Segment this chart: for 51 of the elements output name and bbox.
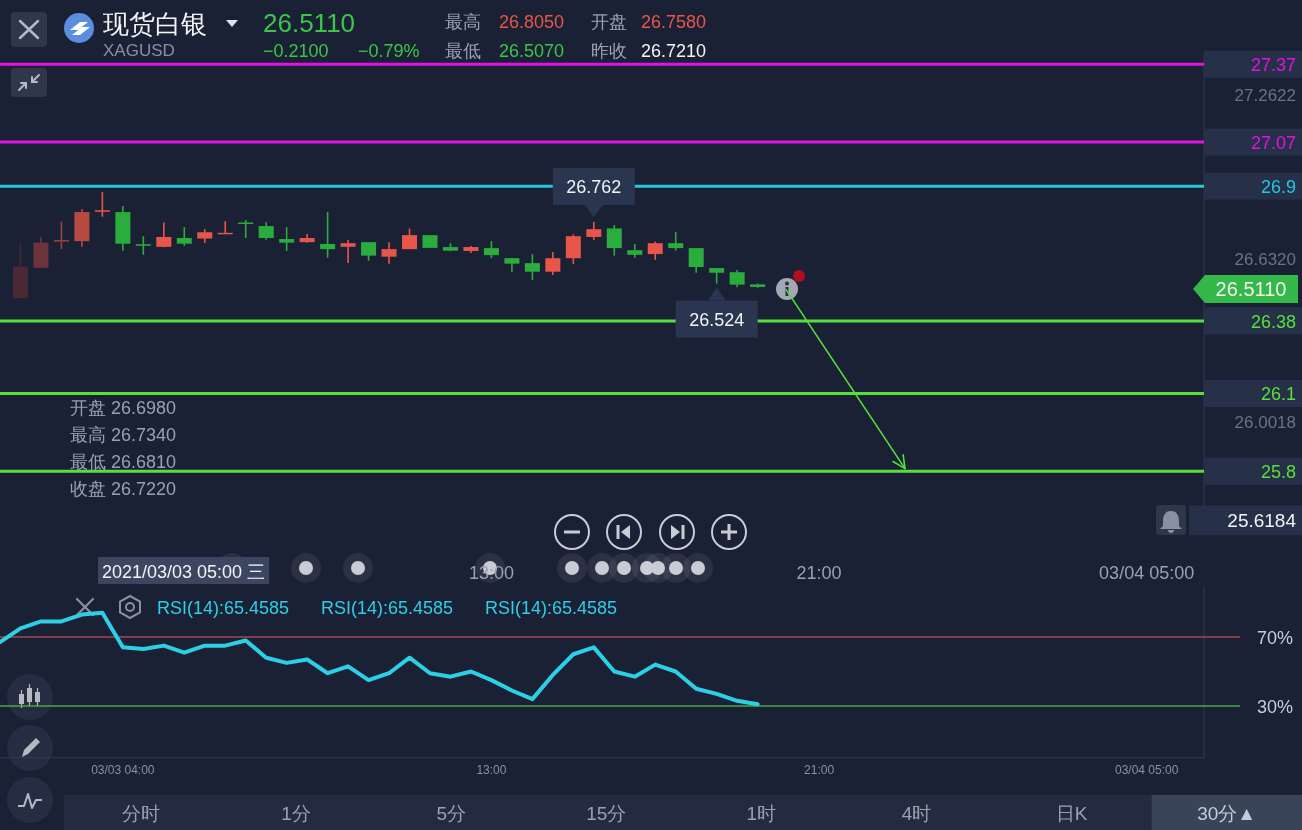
x-tick-label: 13:00 bbox=[468, 563, 514, 583]
text: 1时 bbox=[746, 803, 777, 824]
annotation: 26.5070 bbox=[499, 41, 565, 61]
text: 26.7580 bbox=[641, 12, 707, 32]
text: 30分▲ bbox=[1197, 803, 1257, 824]
ref-line-label: 25.8 bbox=[1260, 462, 1296, 483]
y-tick-label: 30% bbox=[1256, 697, 1293, 717]
y-tick-label: 26.6320 bbox=[1234, 249, 1296, 269]
text: 26.5110 bbox=[1215, 277, 1287, 300]
annotation: 最低 26.6810 bbox=[70, 452, 177, 472]
annotation: 26.762 bbox=[566, 176, 622, 197]
text: 5分 bbox=[436, 803, 466, 824]
text: 26.5110 bbox=[263, 8, 356, 38]
text: 日K bbox=[1055, 803, 1088, 824]
x-tick-label: 03/03 04:00 bbox=[91, 763, 155, 777]
text: 现货白银 bbox=[103, 9, 207, 39]
text: 1分 bbox=[281, 803, 311, 824]
x-tick-label: 13:00 bbox=[476, 763, 507, 777]
text: 分时 bbox=[122, 803, 160, 824]
text: 26.8050 bbox=[499, 12, 565, 32]
x-tick-label: 03/04 05:00 bbox=[1114, 763, 1179, 777]
text: 15分 bbox=[586, 803, 627, 824]
y-tick-label: 25.6184 bbox=[1227, 510, 1297, 532]
ref-line-label: 26.38 bbox=[1250, 311, 1296, 332]
x-tick-label: 21:00 bbox=[804, 763, 835, 777]
annotation: 开盘 26.6980 bbox=[70, 398, 177, 418]
annotation: RSI(14):65.4585 bbox=[157, 598, 290, 618]
text: 2021/03/03 05:00 三 bbox=[102, 562, 266, 582]
annotation: 26.524 bbox=[689, 309, 745, 330]
y-tick-label: 26.0018 bbox=[1234, 412, 1296, 432]
annotation: −0.2100 bbox=[263, 41, 329, 61]
ref-line-label: 27.07 bbox=[1250, 133, 1296, 154]
y-tick-label: 70% bbox=[1256, 628, 1293, 648]
annotation: 最低 bbox=[445, 41, 481, 61]
ref-line-label: 27.37 bbox=[1250, 55, 1296, 76]
annotation: 昨收 bbox=[591, 41, 627, 61]
annotation: RSI(14):65.4585 bbox=[321, 598, 454, 618]
text: 4时 bbox=[901, 803, 932, 824]
annotation: RSI(14):65.4585 bbox=[485, 598, 618, 618]
x-tick-label: 03/04 05:00 bbox=[1099, 563, 1195, 583]
ref-line-label: 26.9 bbox=[1260, 177, 1296, 198]
annotation: 最高 26.7340 bbox=[70, 425, 177, 445]
x-tick-label: 21:00 bbox=[796, 563, 842, 583]
text: XAGUSD bbox=[103, 41, 175, 60]
annotation: −0.79% bbox=[358, 41, 420, 61]
text: 最高 bbox=[445, 12, 481, 32]
annotation: 收盘 26.7220 bbox=[70, 479, 177, 499]
ref-line-label: 26.1 bbox=[1260, 384, 1296, 405]
annotation: 26.7210 bbox=[641, 41, 707, 61]
text: 开盘 bbox=[591, 12, 627, 32]
y-tick-label: 27.2622 bbox=[1234, 86, 1296, 106]
